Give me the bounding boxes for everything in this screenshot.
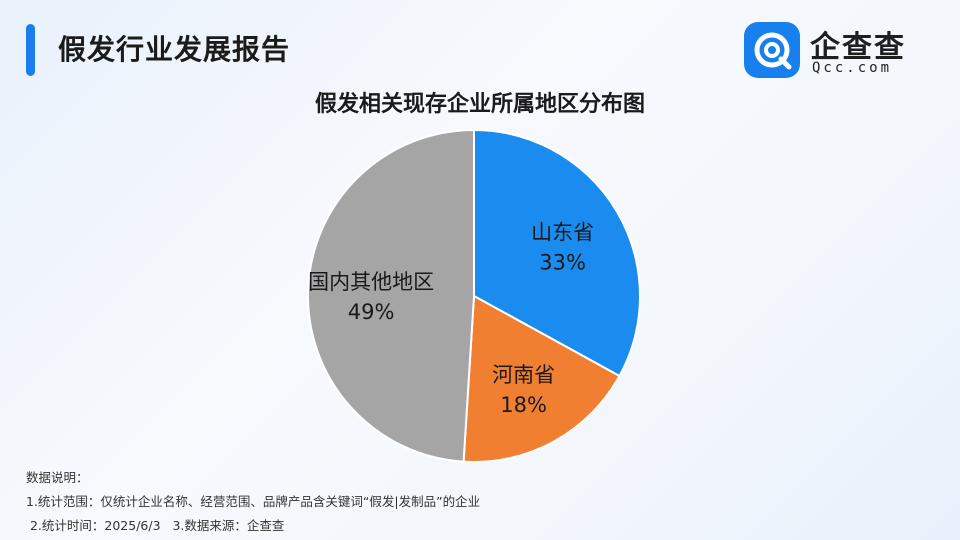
pie-slice-2 [307, 128, 475, 463]
slice-label-0: 山东省 [531, 221, 594, 245]
slice-label-1: 河南省 [492, 363, 555, 387]
data-notes: 数据说明： 1.统计范围：仅统计企业名称、经营范围、品牌产品含关键词“假发|发制… [26, 466, 480, 538]
slice-value-2: 49% [348, 300, 395, 324]
notes-line-2: 2.统计时间：2025/6/3 3.数据来源：企查查 [26, 518, 285, 533]
qcc-logo: 企查查 Qcc.com [744, 22, 934, 82]
report-title: 假发行业发展报告 [58, 33, 291, 66]
slice-value-0: 33% [539, 251, 586, 275]
logo-name: 企查查 [810, 30, 906, 65]
pie-slice-0 [473, 128, 641, 378]
notes-heading: 数据说明： [26, 470, 89, 485]
qcc-logo-icon [744, 22, 800, 78]
chart-title: 假发相关现存企业所属地区分布图 [314, 92, 645, 117]
logo-domain: Qcc.com [812, 60, 893, 76]
title-accent-bar [26, 24, 35, 76]
slice-label-2: 国内其他地区 [308, 270, 434, 294]
pie-slice-1 [462, 294, 621, 463]
slice-value-1: 18% [500, 393, 547, 417]
notes-line-1: 1.统计范围：仅统计企业名称、经营范围、品牌产品含关键词“假发|发制品”的企业 [26, 494, 481, 509]
